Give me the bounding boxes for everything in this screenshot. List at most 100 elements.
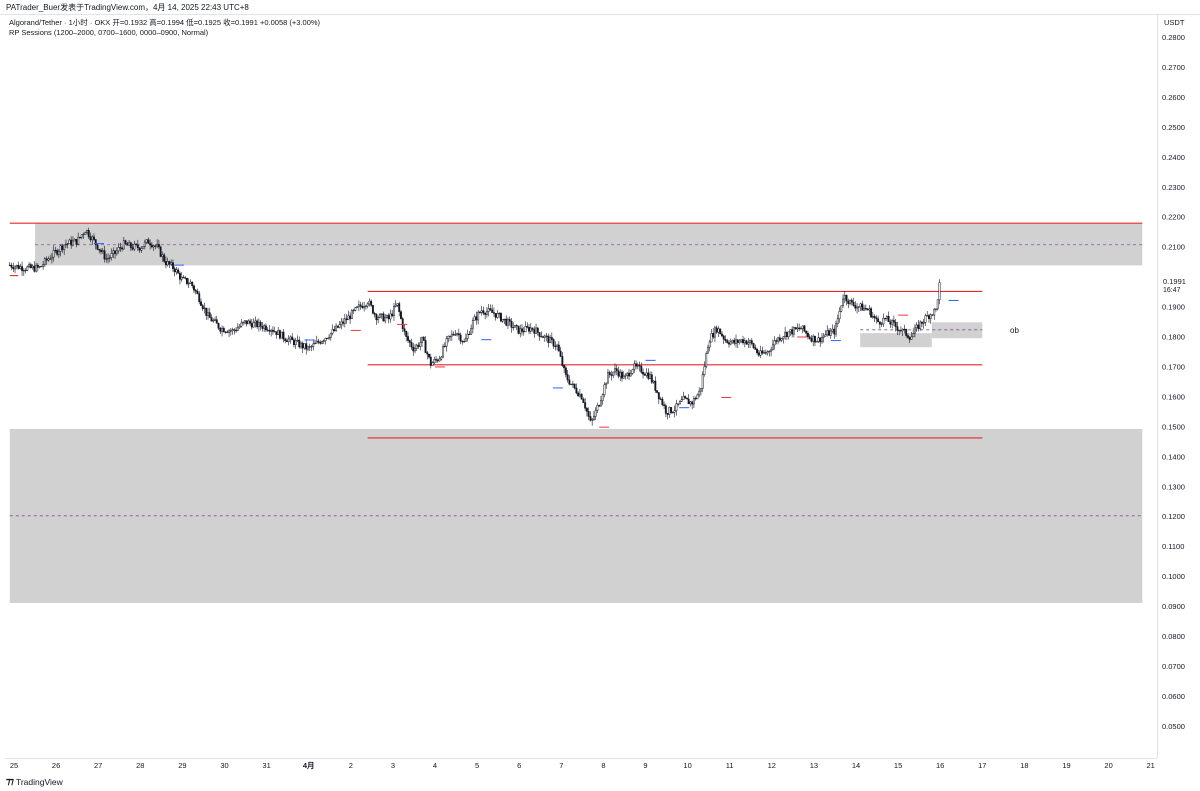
candle-body-283 (505, 318, 508, 326)
candle-body-395 (701, 374, 704, 389)
candle-body-506 (896, 326, 899, 331)
candle-body-192 (345, 318, 348, 321)
candle-body-254 (454, 334, 457, 336)
candle-body-261 (466, 333, 469, 339)
candle-body-309 (550, 337, 553, 340)
indicator-legend-line[interactable]: RP Sessions (1200–2000, 0700–1600, 0000–… (9, 27, 209, 37)
candle-body-518 (917, 324, 920, 330)
candle-body-31 (63, 244, 66, 250)
candle-body-479 (849, 299, 851, 304)
candle-body-414 (735, 339, 737, 344)
candle-body-22 (47, 258, 50, 261)
candle-body-513 (908, 337, 911, 340)
candle-body-94 (173, 268, 176, 273)
candle-body-182 (328, 337, 330, 339)
candle-body-406 (721, 333, 723, 337)
candle-body-148 (268, 330, 271, 332)
candle-body-145 (263, 325, 266, 329)
candle-body-491 (870, 308, 873, 318)
candle-body-375 (666, 413, 669, 415)
candle-body-218 (391, 313, 394, 317)
candle-body-467 (828, 330, 830, 336)
x-tick-label: 4 (433, 761, 437, 770)
candle-body-158 (285, 340, 288, 342)
candle-body-484 (857, 306, 860, 308)
brand-name: TradingView (15, 776, 63, 787)
candle-body-311 (554, 345, 557, 348)
candle-body-263 (470, 327, 473, 335)
candle-body-451 (799, 328, 802, 330)
candle-body-14 (33, 265, 36, 272)
zone-2 (860, 333, 932, 348)
candle-body-341 (607, 372, 609, 384)
y-tick-label: 0.2400 (1162, 153, 1185, 162)
candle-body-101 (186, 277, 188, 284)
symbol-legend-line[interactable]: Algorand/Tether · 1小时 · OKX 开=0.1932 高=0… (9, 18, 321, 27)
candle-body-113 (207, 312, 209, 316)
candle-body-85 (157, 244, 160, 248)
candle-body-252 (450, 333, 453, 337)
candle-body-33 (66, 243, 69, 245)
candle-body-215 (385, 315, 388, 318)
candle-body-82 (152, 245, 155, 248)
currency-label[interactable]: USDT (1164, 18, 1185, 27)
candle-body-68 (128, 242, 131, 246)
candle-body-297 (529, 327, 532, 332)
candle-body-226 (405, 331, 408, 337)
candle-body-344 (612, 371, 615, 376)
candle-body-88 (163, 254, 166, 262)
candle-body-129 (235, 330, 238, 332)
candle-body-220 (394, 304, 397, 307)
candle-body-461 (817, 337, 820, 342)
candle-body-314 (559, 350, 562, 357)
candle-body-290 (517, 325, 520, 334)
x-axis[interactable]: 25 26 27 28 29 30 31 4月 2 3 4 5 6 7 8 9 10 11 12 13 14 15 16 17… (10, 761, 1155, 770)
candle-body-299 (533, 329, 536, 334)
candle-body-227 (407, 336, 409, 341)
x-tick-label: 3 (391, 761, 395, 770)
candle-body-133 (242, 321, 245, 324)
candle-body-396 (703, 366, 706, 375)
candle-body-152 (275, 331, 278, 336)
candle-body-190 (342, 321, 345, 324)
y-tick-label: 0.0600 (1162, 692, 1185, 701)
candle-body-2 (12, 267, 15, 270)
candle-body-527 (933, 308, 936, 316)
candle-body-522 (924, 315, 927, 323)
candle-body-266 (475, 316, 478, 321)
candle-body-11 (28, 264, 31, 268)
y-tick-label: 0.1600 (1162, 392, 1185, 401)
candle-body-421 (747, 342, 750, 345)
candle-body-63 (119, 247, 122, 249)
last-price-badge (1159, 274, 1191, 294)
candle-body-270 (482, 310, 485, 314)
candle-body-228 (408, 340, 411, 343)
candle-body-516 (913, 327, 916, 334)
candle-body-15 (35, 264, 38, 272)
candle-body-199 (357, 304, 360, 308)
candle-body-80 (149, 243, 152, 246)
candle-body-480 (850, 299, 853, 303)
candle-body-44 (86, 229, 88, 233)
y-tick-label: 0.1500 (1162, 422, 1185, 431)
candle-body-86 (159, 246, 162, 257)
candle-body-0 (8, 264, 11, 266)
candle-body-107 (196, 291, 199, 294)
candle-body-167 (301, 342, 304, 349)
candle-body-90 (166, 261, 169, 266)
candle-body-520 (921, 321, 923, 324)
candle-body-112 (205, 307, 208, 316)
candle-body-216 (387, 315, 390, 320)
y-tick-label: 0.1900 (1162, 303, 1185, 312)
candle-body-51 (98, 249, 101, 251)
candle-body-219 (393, 306, 395, 317)
candle-body-87 (161, 254, 164, 257)
candle-body-122 (222, 327, 225, 333)
candle-body-116 (212, 320, 215, 322)
candle-body-343 (610, 374, 613, 376)
candle-body-277 (494, 313, 497, 318)
candle-body-279 (498, 313, 501, 315)
ob-label: ob (1010, 326, 1019, 335)
candle-body-29 (59, 245, 62, 252)
